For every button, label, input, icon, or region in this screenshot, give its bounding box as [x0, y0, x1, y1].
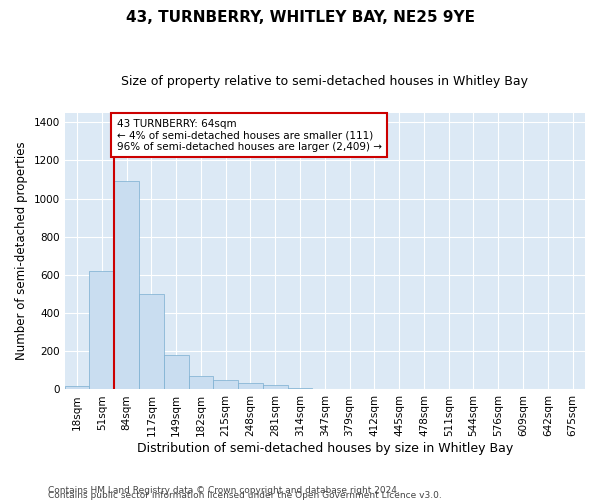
Bar [263, 384, 287, 390]
Bar [238, 383, 263, 390]
Bar [89, 271, 114, 390]
Bar [337, 389, 362, 390]
Text: Contains public sector information licensed under the Open Government Licence v3: Contains public sector information licen… [48, 490, 442, 500]
Bar [114, 182, 139, 390]
Bar [188, 376, 214, 390]
X-axis label: Distribution of semi-detached houses by size in Whitley Bay: Distribution of semi-detached houses by … [137, 442, 513, 455]
Bar [65, 386, 89, 390]
Bar [287, 388, 313, 390]
Y-axis label: Number of semi-detached properties: Number of semi-detached properties [15, 142, 28, 360]
Title: Size of property relative to semi-detached houses in Whitley Bay: Size of property relative to semi-detach… [121, 75, 529, 88]
Text: Contains HM Land Registry data © Crown copyright and database right 2024.: Contains HM Land Registry data © Crown c… [48, 486, 400, 495]
Bar [164, 355, 188, 390]
Bar [214, 380, 238, 390]
Text: 43, TURNBERRY, WHITLEY BAY, NE25 9YE: 43, TURNBERRY, WHITLEY BAY, NE25 9YE [125, 10, 475, 25]
Bar [139, 294, 164, 390]
Text: 43 TURNBERRY: 64sqm
← 4% of semi-detached houses are smaller (111)
96% of semi-d: 43 TURNBERRY: 64sqm ← 4% of semi-detache… [117, 118, 382, 152]
Bar [313, 389, 337, 390]
